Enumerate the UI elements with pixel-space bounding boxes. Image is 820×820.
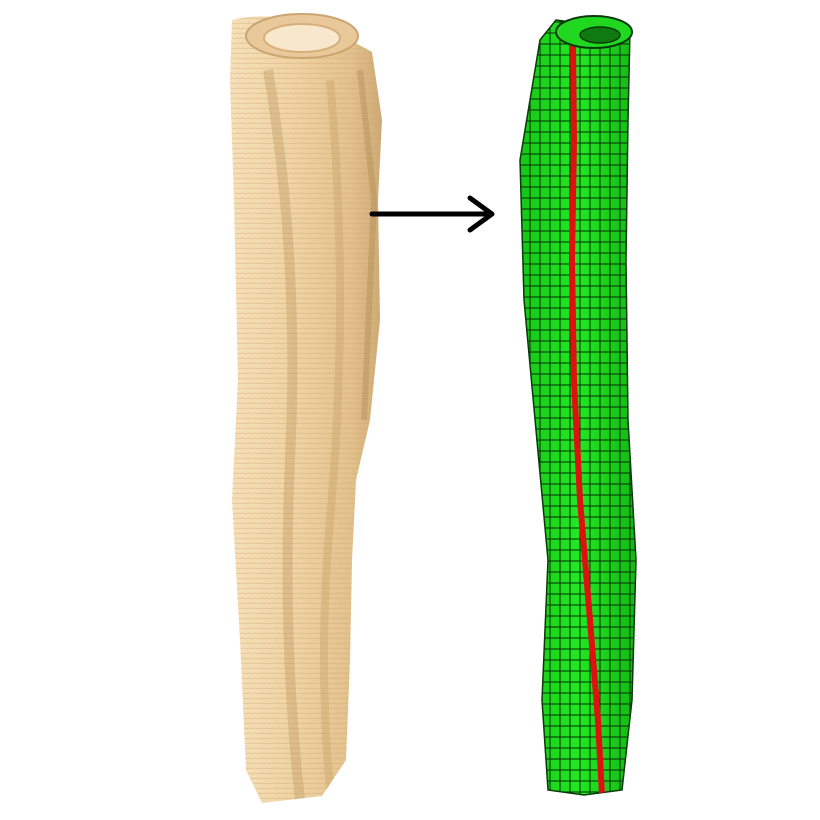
mesh-seam-line — [568, 39, 605, 795]
bone-texture — [230, 16, 382, 803]
mesh-grid — [520, 20, 636, 795]
bone-canal-opening — [263, 23, 341, 53]
arrow-right-icon — [369, 195, 495, 233]
bone-ridges — [263, 69, 378, 801]
mesh-model — [519, 15, 637, 796]
bone-surface-model — [230, 13, 382, 803]
mesh-canal-opening — [579, 26, 621, 44]
